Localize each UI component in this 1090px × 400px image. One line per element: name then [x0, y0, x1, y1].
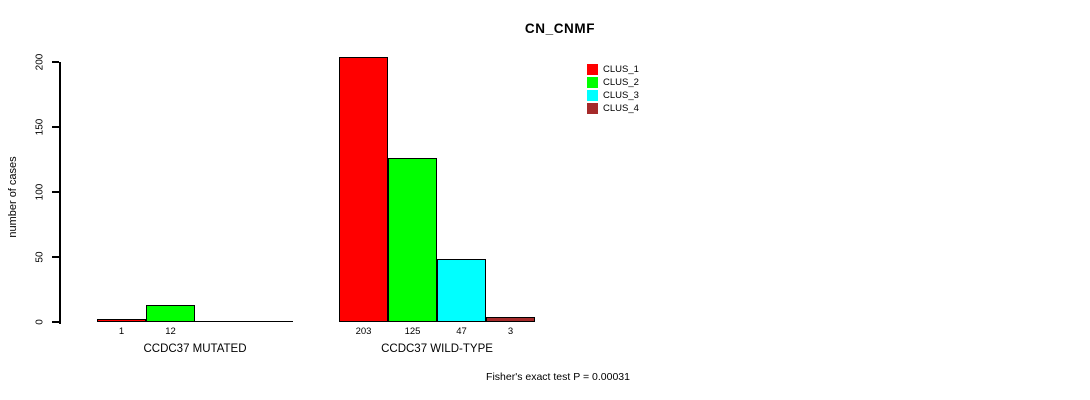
y-axis-line [59, 62, 61, 324]
stat-annotation: Fisher's exact test P = 0.00031 [486, 371, 630, 383]
legend-label: CLUS_4 [603, 103, 639, 114]
legend-item: CLUS_4 [587, 103, 639, 114]
legend-swatch [587, 103, 598, 114]
bar-value-label: 1 [118, 326, 125, 337]
y-tick [52, 126, 59, 128]
bar-value-label: 125 [404, 326, 421, 337]
bar [388, 158, 437, 322]
y-tick-label: 150 [34, 118, 46, 136]
bar [486, 316, 535, 322]
bar [97, 319, 146, 322]
category-label: CCDC37 WILD-TYPE [381, 343, 493, 355]
bar [339, 56, 388, 322]
bar-value-label: 203 [355, 326, 372, 337]
bar-value-label: 47 [456, 326, 467, 337]
legend-item: CLUS_3 [587, 90, 639, 101]
legend: CLUS_1 CLUS_2 CLUS_3 CLUS_4 [587, 64, 639, 114]
zero-height-bar [244, 320, 293, 322]
legend-swatch [587, 90, 598, 101]
legend-swatch [587, 77, 598, 88]
y-tick [52, 256, 59, 258]
legend-item: CLUS_2 [587, 77, 639, 88]
y-tick-label: 0 [34, 319, 46, 325]
y-tick-label: 100 [34, 183, 46, 201]
y-tick-label: 200 [34, 53, 46, 71]
y-tick [52, 191, 59, 193]
y-tick [52, 61, 59, 63]
legend-label: CLUS_1 [603, 64, 639, 75]
bar-value-label: 12 [165, 326, 176, 337]
bar [146, 304, 195, 322]
bar-value-label: 3 [507, 326, 514, 337]
category-label: CCDC37 MUTATED [143, 343, 247, 355]
legend-label: CLUS_3 [603, 90, 639, 101]
bar [437, 259, 486, 322]
legend-label: CLUS_2 [603, 77, 639, 88]
legend-swatch [587, 64, 598, 75]
y-tick-label: 50 [34, 251, 46, 263]
y-axis-label: number of cases [7, 156, 19, 238]
chart-title: CN_CNMF [524, 21, 596, 36]
y-tick [52, 321, 59, 323]
zero-height-bar [195, 320, 244, 322]
legend-item: CLUS_1 [587, 64, 639, 75]
